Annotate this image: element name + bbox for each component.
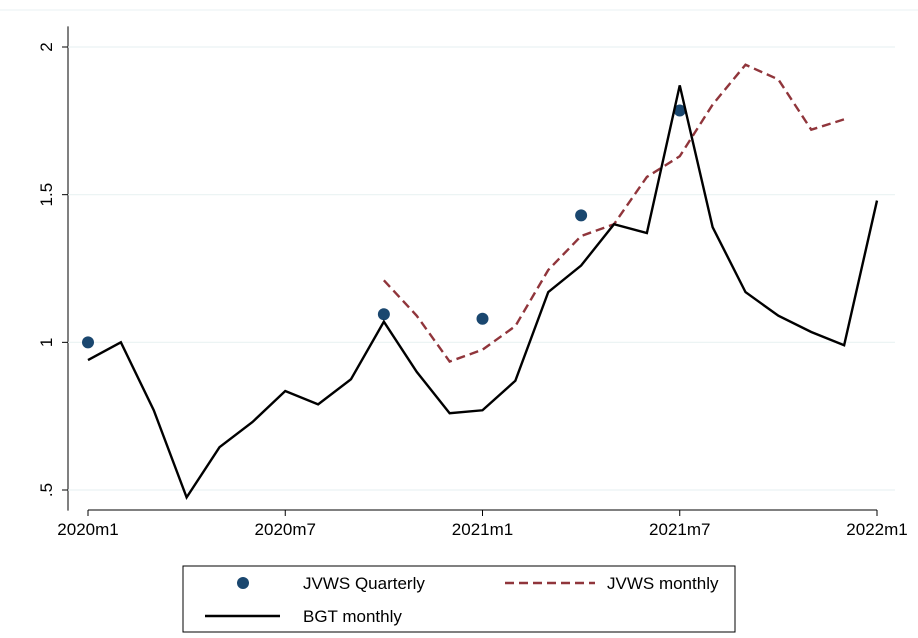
x-tick-label: 2020m1 bbox=[57, 520, 118, 539]
x-tick-label: 2021m1 bbox=[452, 520, 513, 539]
y-tick-label: .5 bbox=[37, 483, 56, 497]
data-point bbox=[476, 312, 489, 325]
data-point bbox=[673, 104, 686, 117]
x-tick-label: 2021m7 bbox=[649, 520, 710, 539]
legend-symbol bbox=[237, 577, 249, 589]
legend-label: JVWS Quarterly bbox=[303, 574, 425, 593]
x-tick-label: 2022m1 bbox=[846, 520, 907, 539]
data-point bbox=[575, 209, 588, 222]
x-tick-label: 2020m7 bbox=[255, 520, 316, 539]
legend-box bbox=[182, 565, 736, 633]
data-point bbox=[82, 336, 94, 349]
legend-label: JVWS monthly bbox=[607, 574, 719, 593]
y-tick-label: 1.5 bbox=[37, 183, 56, 207]
y-tick-label: 1 bbox=[37, 338, 56, 347]
y-tick-label: 2 bbox=[37, 42, 56, 51]
legend-label: BGT monthly bbox=[303, 607, 402, 626]
data-point bbox=[377, 308, 390, 321]
data-line bbox=[87, 85, 879, 501]
